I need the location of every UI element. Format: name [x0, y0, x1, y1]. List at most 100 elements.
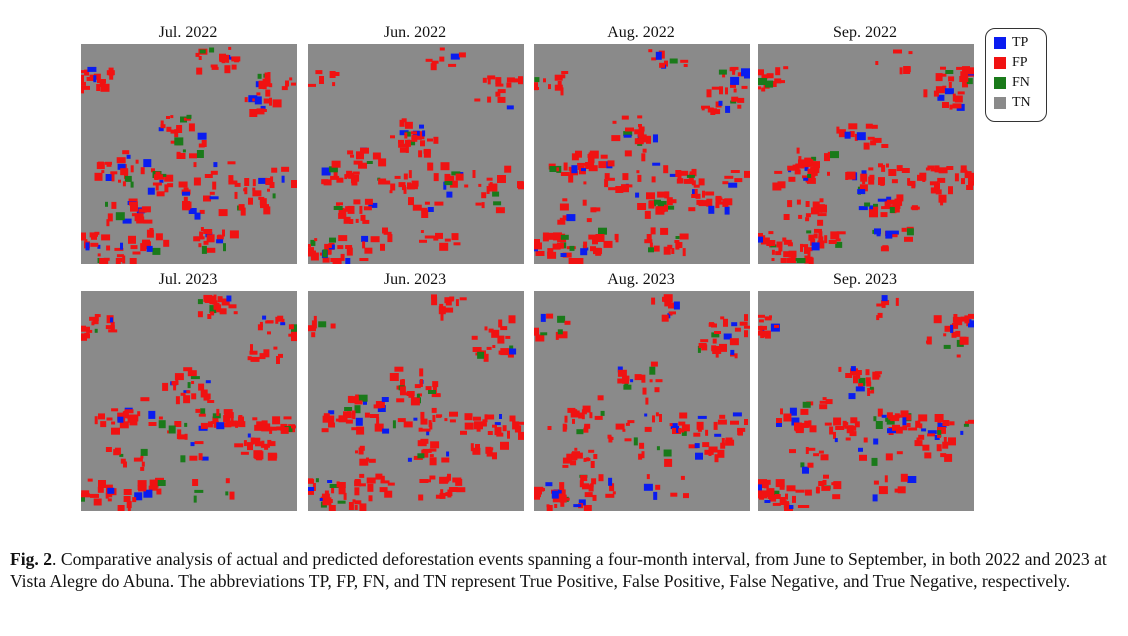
map-pixel-cluster [93, 232, 98, 237]
map-pixel-cluster [84, 239, 88, 244]
map-pixel-cluster [426, 429, 430, 436]
map-pixel-cluster [818, 450, 824, 454]
map-pixel-cluster [379, 487, 388, 493]
map-pixel-cluster [896, 165, 903, 172]
map-pixel-cluster [766, 240, 776, 246]
map-pixel-cluster [399, 147, 408, 153]
map-pixel-cluster [942, 441, 949, 449]
map-pixel-cluster [962, 66, 970, 75]
map-pixel-cluster [403, 186, 407, 194]
map-pixel-cluster [322, 415, 330, 423]
map-pixel-cluster [493, 201, 502, 206]
map-pixel-cluster [534, 82, 538, 91]
map-pixel-cluster [589, 155, 595, 164]
map-pixel-cluster [855, 386, 865, 392]
map-pixel-cluster [968, 320, 974, 328]
map-pixel-cluster [789, 449, 796, 454]
map-pixel-cluster [225, 417, 230, 426]
map-pixel-cluster [351, 410, 356, 417]
map-pixel-cluster [455, 478, 463, 486]
map-pixel-cluster [177, 429, 182, 438]
map-pixel-cluster [711, 332, 720, 338]
map-pixel-cluster [312, 483, 316, 491]
map-pixel-cluster [127, 504, 131, 511]
map-pixel-cluster [600, 154, 608, 159]
legend-label-fn: FN [1012, 75, 1030, 90]
map-pixel-cluster [624, 150, 632, 157]
map-pixel-cluster [679, 233, 689, 240]
map-pixel-cluster [366, 477, 376, 484]
map-pixel-cluster [207, 421, 213, 428]
map-pixel-cluster [649, 242, 653, 249]
map-pixel-cluster [435, 232, 443, 239]
map-pixel-cluster [186, 390, 191, 394]
map-pixel-cluster [100, 83, 110, 92]
map-pixel-cluster [422, 428, 431, 432]
map-pixel-cluster [492, 424, 497, 428]
map-pixel-cluster [160, 173, 167, 177]
map-pixel-cluster [581, 414, 585, 420]
map-pixel-cluster [403, 421, 413, 428]
map-pixel-cluster [704, 449, 711, 455]
map-pixel-cluster [580, 248, 588, 256]
map-pixel-cluster [486, 414, 495, 420]
map-pixel-cluster [648, 247, 654, 253]
map-pixel-cluster [213, 162, 218, 168]
map-pixel-cluster [105, 161, 112, 165]
map-pixel-cluster [761, 74, 768, 80]
map-pixel-cluster [561, 489, 566, 497]
map-pixel-cluster [902, 417, 907, 426]
map-pixel-cluster [499, 414, 502, 419]
map-pixel-cluster [876, 233, 881, 237]
map-pixel-cluster [382, 428, 390, 434]
map-pixel-cluster [495, 207, 505, 214]
map-pixel-cluster [650, 227, 656, 235]
map-pixel-cluster [708, 448, 712, 456]
map-pixel-cluster [630, 379, 634, 383]
map-pixel-cluster [494, 427, 502, 436]
map-pixel-cluster [280, 426, 289, 434]
map-pixel-cluster [518, 76, 523, 85]
map-pixel-cluster [257, 73, 262, 79]
map-pixel-cluster [881, 164, 886, 172]
map-pixel-cluster [473, 416, 481, 421]
map-pixel-cluster [858, 206, 868, 211]
map-pixel-cluster [359, 205, 363, 214]
map-pixel-cluster [669, 311, 676, 315]
map-pixel-cluster [641, 153, 646, 162]
map-pixel-cluster [433, 235, 439, 241]
map-pixel-cluster [572, 418, 575, 424]
map-pixel-cluster [948, 186, 953, 195]
map-pixel-cluster [353, 199, 361, 205]
map-pixel-cluster [561, 74, 566, 79]
map-pixel-cluster [494, 422, 501, 426]
map-pixel-cluster [571, 165, 578, 174]
map-pixel-cluster [869, 205, 874, 213]
map-pixel-cluster [122, 150, 130, 155]
map-pixel-cluster [134, 213, 144, 222]
map-pixel-cluster [860, 173, 868, 182]
map-pixel-cluster [806, 447, 816, 451]
map-pixel-cluster [206, 234, 215, 243]
map-pixel-cluster [697, 415, 707, 419]
map-pixel-cluster [120, 458, 126, 464]
map-pixel-cluster [229, 491, 235, 500]
map-pixel-cluster [938, 194, 947, 203]
map-pixel-cluster [81, 74, 84, 83]
map-pixel-cluster [119, 453, 124, 457]
map-pixel-cluster [836, 231, 846, 235]
map-texture [308, 47, 524, 264]
map-pixel-cluster [634, 374, 642, 381]
map-pixel-cluster [688, 207, 696, 212]
map-pixel-cluster [254, 451, 264, 460]
map-pixel-cluster [884, 475, 888, 483]
map-pixel-cluster [857, 189, 866, 195]
map-pixel-cluster [769, 496, 777, 502]
map-pixel-cluster [848, 123, 858, 130]
map-pixel-cluster [193, 162, 197, 168]
map-pixel-cluster [394, 366, 404, 372]
map-pixel-cluster [447, 297, 454, 302]
map-pixel-cluster [157, 480, 166, 486]
map-pixel-cluster [429, 454, 434, 458]
map-pixel-cluster [439, 303, 444, 309]
